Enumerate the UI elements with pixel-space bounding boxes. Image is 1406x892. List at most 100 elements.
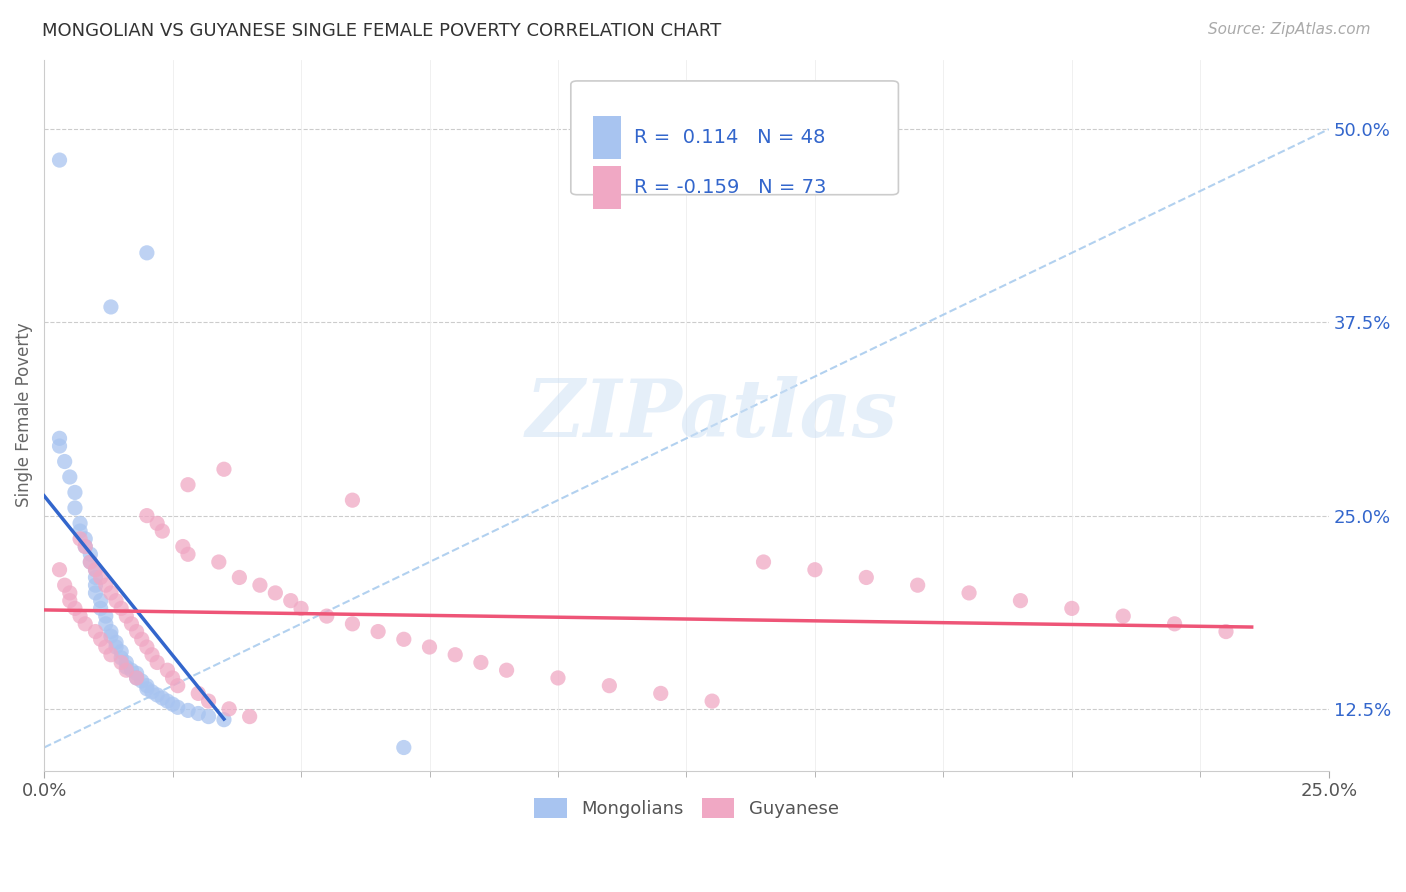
FancyBboxPatch shape bbox=[593, 117, 621, 159]
Point bbox=[650, 686, 672, 700]
Point bbox=[110, 645, 132, 659]
Point bbox=[110, 601, 132, 615]
Point bbox=[125, 666, 148, 681]
Point bbox=[100, 629, 122, 643]
Point bbox=[392, 740, 415, 755]
Point bbox=[105, 640, 128, 654]
Point bbox=[63, 601, 86, 615]
Point bbox=[249, 578, 271, 592]
Point bbox=[48, 439, 70, 453]
Point bbox=[110, 656, 132, 670]
Point bbox=[547, 671, 569, 685]
Point bbox=[94, 609, 117, 624]
Point bbox=[105, 593, 128, 607]
Point bbox=[146, 656, 169, 670]
Point bbox=[69, 524, 91, 538]
Point bbox=[94, 578, 117, 592]
Point bbox=[228, 570, 250, 584]
Point bbox=[79, 555, 101, 569]
Point bbox=[172, 540, 194, 554]
Point bbox=[150, 691, 173, 706]
Point bbox=[342, 616, 364, 631]
Point bbox=[495, 663, 517, 677]
FancyBboxPatch shape bbox=[593, 166, 621, 209]
Point bbox=[290, 601, 312, 615]
Text: Source: ZipAtlas.com: Source: ZipAtlas.com bbox=[1208, 22, 1371, 37]
Point bbox=[59, 586, 82, 600]
Point bbox=[105, 635, 128, 649]
Point bbox=[115, 656, 138, 670]
Point bbox=[75, 540, 97, 554]
FancyBboxPatch shape bbox=[571, 81, 898, 194]
Point bbox=[79, 547, 101, 561]
Point bbox=[342, 493, 364, 508]
Point bbox=[804, 563, 827, 577]
Point bbox=[418, 640, 440, 654]
Point bbox=[53, 454, 76, 468]
Point bbox=[69, 532, 91, 546]
Point bbox=[197, 709, 219, 723]
Point bbox=[187, 706, 209, 721]
Point bbox=[264, 586, 287, 600]
Text: R = -0.159   N = 73: R = -0.159 N = 73 bbox=[634, 178, 827, 197]
Point bbox=[84, 624, 107, 639]
Point bbox=[84, 563, 107, 577]
Point bbox=[79, 555, 101, 569]
Y-axis label: Single Female Poverty: Single Female Poverty bbox=[15, 323, 32, 508]
Point bbox=[59, 593, 82, 607]
Point bbox=[156, 663, 179, 677]
Point bbox=[700, 694, 723, 708]
Point bbox=[146, 516, 169, 531]
Point bbox=[166, 700, 188, 714]
Point bbox=[75, 540, 97, 554]
Point bbox=[84, 578, 107, 592]
Point bbox=[141, 648, 163, 662]
Point bbox=[125, 671, 148, 685]
Point bbox=[100, 300, 122, 314]
Point bbox=[48, 153, 70, 167]
Point bbox=[84, 586, 107, 600]
Text: ZIPatlas: ZIPatlas bbox=[526, 376, 898, 454]
Point bbox=[598, 679, 620, 693]
Point bbox=[90, 632, 112, 647]
Point bbox=[48, 431, 70, 445]
Point bbox=[150, 524, 173, 538]
Point bbox=[208, 555, 231, 569]
Point bbox=[90, 570, 112, 584]
Point bbox=[470, 656, 492, 670]
Point bbox=[53, 578, 76, 592]
Point bbox=[135, 679, 157, 693]
Point bbox=[121, 616, 143, 631]
Point bbox=[367, 624, 389, 639]
Point bbox=[1010, 593, 1032, 607]
Point bbox=[1215, 624, 1237, 639]
Point bbox=[94, 616, 117, 631]
Point bbox=[84, 570, 107, 584]
Text: MONGOLIAN VS GUYANESE SINGLE FEMALE POVERTY CORRELATION CHART: MONGOLIAN VS GUYANESE SINGLE FEMALE POVE… bbox=[42, 22, 721, 40]
Point bbox=[187, 686, 209, 700]
Point bbox=[125, 624, 148, 639]
Point bbox=[100, 648, 122, 662]
Point bbox=[957, 586, 980, 600]
Point bbox=[280, 593, 302, 607]
Point bbox=[100, 624, 122, 639]
Point bbox=[90, 601, 112, 615]
Point bbox=[218, 702, 240, 716]
Point bbox=[135, 508, 157, 523]
Point bbox=[146, 688, 169, 702]
Point bbox=[141, 685, 163, 699]
Point bbox=[125, 671, 148, 685]
Point bbox=[135, 245, 157, 260]
Point bbox=[855, 570, 877, 584]
Point bbox=[131, 632, 153, 647]
Point bbox=[162, 671, 184, 685]
Point bbox=[177, 547, 200, 561]
Point bbox=[135, 681, 157, 696]
Point bbox=[69, 516, 91, 531]
Legend: Mongolians, Guyanese: Mongolians, Guyanese bbox=[527, 790, 846, 826]
Point bbox=[177, 703, 200, 717]
Point bbox=[239, 709, 262, 723]
Point bbox=[131, 673, 153, 688]
Point bbox=[84, 563, 107, 577]
Point bbox=[69, 609, 91, 624]
